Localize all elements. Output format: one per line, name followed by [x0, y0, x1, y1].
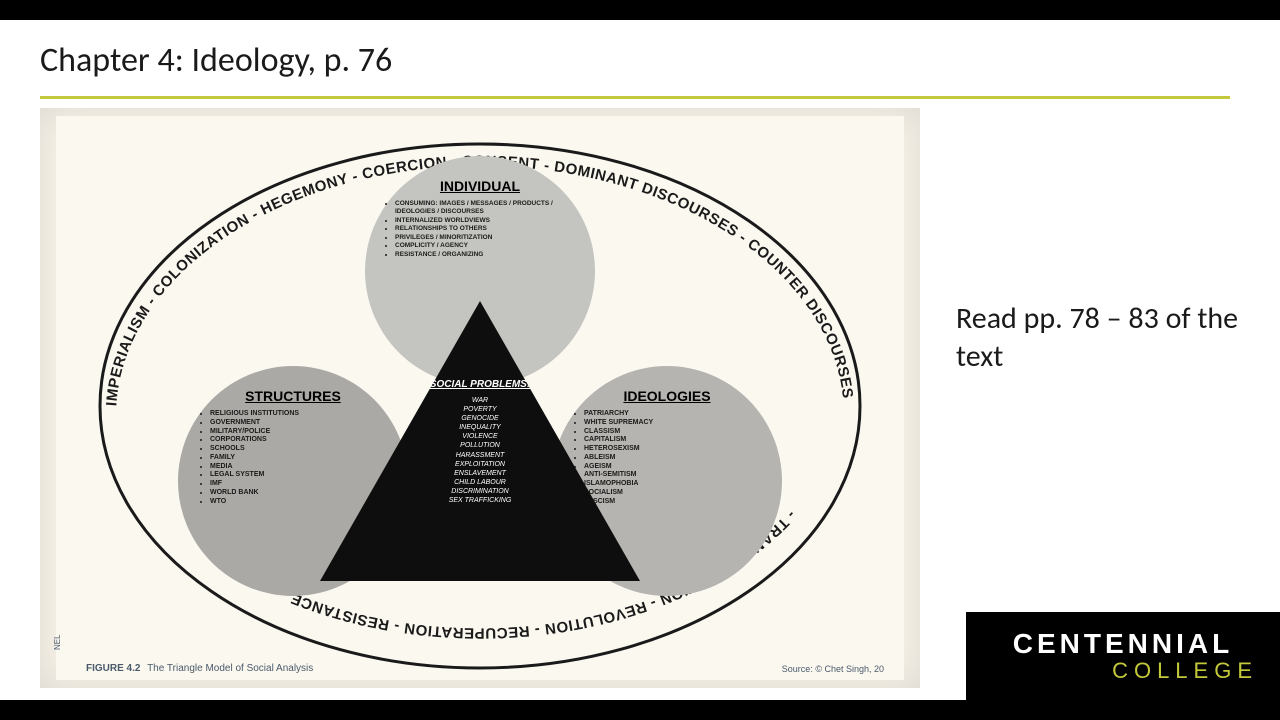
circle-individual-title: INDIVIDUAL — [365, 178, 595, 194]
circle-individual-list: CONSUMING: IMAGES / MESSAGES / PRODUCTS … — [395, 200, 583, 259]
logo-line1: CENTENNIAL — [1013, 628, 1233, 660]
title-underline — [40, 96, 1230, 99]
list-item: CONSUMING: IMAGES / MESSAGES / PRODUCTS … — [395, 200, 583, 217]
figure-number: FIGURE 4.2 — [86, 663, 140, 674]
list-item: SEX TRAFFICKING — [390, 496, 570, 505]
slide: Chapter 4: Ideology, p. 76 IMPERIALISM -… — [0, 20, 1280, 700]
list-item: EXPLOITATION — [390, 460, 570, 469]
triangle-social-problems: SOCIAL PROBLEMS: WARPOVERTYGENOCIDEINEQU… — [320, 301, 640, 581]
list-item: VIOLENCE — [390, 432, 570, 441]
centennial-college-logo: CENTENNIAL COLLEGE — [966, 612, 1280, 700]
diagram-page: IMPERIALISM - COLONIZATION - HEGEMONY - … — [56, 116, 904, 680]
list-item: INTERNALIZED WORLDVIEWS — [395, 217, 583, 225]
list-item: GENOCIDE — [390, 414, 570, 423]
triangle-list: WARPOVERTYGENOCIDEINEQUALITYVIOLENCEPOLL… — [390, 396, 570, 505]
list-item: POLLUTION — [390, 441, 570, 450]
list-item: ENSLAVEMENT — [390, 469, 570, 478]
list-item: COMPLICITY / AGENCY — [395, 242, 583, 250]
figure-caption: The Triangle Model of Social Analysis — [147, 663, 313, 674]
list-item: CHILD LABOUR — [390, 478, 570, 487]
figure-label: FIGURE 4.2 The Triangle Model of Social … — [86, 663, 313, 674]
logo-line2: COLLEGE — [1112, 658, 1258, 684]
list-item: INEQUALITY — [390, 423, 570, 432]
publisher-mark: NEL — [53, 634, 62, 650]
list-item: HARASSMENT — [390, 451, 570, 460]
figure-source: Source: © Chet Singh, 20 — [782, 664, 884, 674]
list-item: DISCRIMINATION — [390, 487, 570, 496]
slide-title: Chapter 4: Ideology, p. 76 — [40, 40, 392, 81]
list-item: PRIVILEGES / MINORITIZATION — [395, 234, 583, 242]
list-item: WAR — [390, 396, 570, 405]
triangle-title: SOCIAL PROBLEMS: — [390, 379, 570, 390]
list-item: RESISTANCE / ORGANIZING — [395, 251, 583, 259]
reading-instruction: Read pp. 78 – 83 of the text — [956, 300, 1256, 375]
list-item: RELATIONSHIPS TO OTHERS — [395, 225, 583, 233]
list-item: POVERTY — [390, 405, 570, 414]
diagram-photo: IMPERIALISM - COLONIZATION - HEGEMONY - … — [40, 108, 920, 688]
